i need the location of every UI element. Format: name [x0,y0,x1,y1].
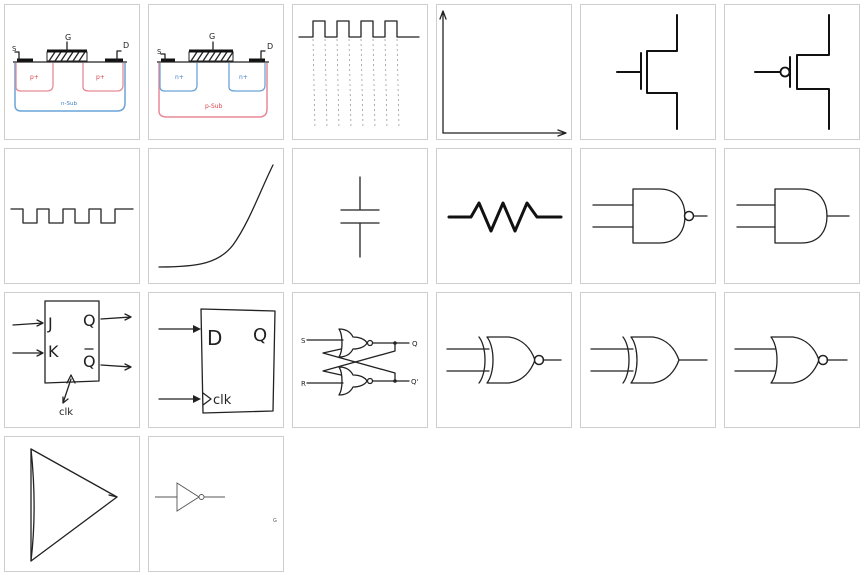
drain-label: D [267,42,273,51]
tile-pmos-symbol[interactable] [724,4,860,140]
tile-clock-wave-with-guides[interactable] [292,4,428,140]
tile-d-flip-flop[interactable]: D Q clk [148,292,284,428]
qprime-label: Q' [411,378,419,386]
right-well-label: n+ [239,74,248,81]
drain-label: D [123,41,129,50]
gate-label: G [65,33,71,42]
substrate-label: n-Sub [61,101,77,107]
tile-square-wave[interactable] [4,148,140,284]
source-label: S [12,45,17,53]
r-label: R [301,380,306,388]
tile-nor-gate[interactable] [724,292,860,428]
tile-not-gate[interactable]: G [148,436,284,572]
tile-buffer-triangle[interactable] [4,436,140,572]
j-label: J [47,314,53,333]
gate-label: G [209,32,215,41]
qbar-label: Q [83,352,96,371]
clk-label: clk [213,393,232,408]
tile-nmos-cross-section[interactable]: S G D n+ n+ p-Sub [148,4,284,140]
corner-label: G [273,518,277,524]
tile-nand-gate[interactable] [580,148,716,284]
left-well-label: n+ [175,74,184,81]
tile-and-gate[interactable] [724,148,860,284]
substrate-label: p-Sub [205,103,223,110]
source-label: S [157,48,162,56]
tile-exponential-curve[interactable] [148,148,284,284]
tile-nmos-symbol[interactable] [580,4,716,140]
tile-capacitor-symbol[interactable] [292,148,428,284]
tile-pmos-cross-section[interactable]: S G D p+ p+ n-Sub [4,4,140,140]
q-label: Q [253,325,267,346]
left-well-label: p+ [30,74,39,81]
tile-resistor-symbol[interactable] [436,148,572,284]
tile-jk-flip-flop[interactable]: J K Q Q clk [4,292,140,428]
k-label: K [48,342,59,361]
clk-label: clk [59,407,73,418]
right-well-label: p+ [96,74,105,81]
tile-xy-axes[interactable] [436,4,572,140]
s-label: S [301,337,306,345]
tile-sr-latch[interactable]: S R Q Q' [292,292,428,428]
d-label: D [207,326,222,350]
q-label: Q [412,340,418,348]
tile-xor-gate[interactable] [580,292,716,428]
q-label: Q [83,311,96,330]
tile-xnor-gate[interactable] [436,292,572,428]
